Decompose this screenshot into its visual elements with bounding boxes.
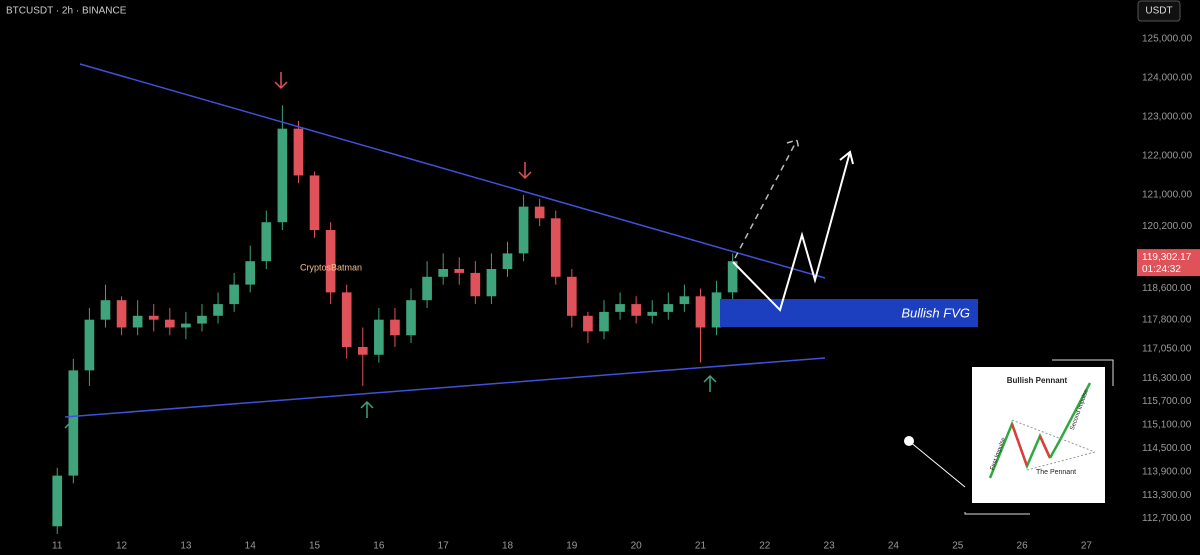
- candle-body: [679, 296, 690, 305]
- candle-body: [438, 269, 449, 277]
- candle-body: [406, 300, 416, 336]
- green-arrows: [64, 374, 717, 438]
- lower-trendline: [64, 357, 826, 418]
- inset-title: Bullish Pennant: [1007, 376, 1068, 385]
- candle-body: [164, 319, 175, 328]
- inset: Bullish Pennant The Pennant First Impuls…: [904, 359, 1114, 515]
- candle-body: [518, 206, 529, 254]
- y-tick-label: 125,000.00: [1142, 34, 1192, 45]
- candle-body: [663, 304, 674, 312]
- y-tick-label: 124,000.00: [1142, 73, 1192, 84]
- fvg-label: Bullish FVG: [901, 305, 970, 320]
- candle-body: [245, 261, 256, 285]
- candle-body: [357, 346, 368, 355]
- candle-body: [293, 128, 304, 176]
- candle-body: [181, 323, 191, 328]
- inset-pennant: The Pennant: [1036, 469, 1076, 476]
- candle-body: [341, 292, 352, 347]
- y-tick-label: 117,800.00: [1142, 314, 1192, 325]
- candle-body: [100, 300, 111, 320]
- x-tick-label: 14: [245, 541, 257, 552]
- y-tick-label: 120,200.00: [1142, 221, 1192, 232]
- candle-body: [550, 218, 561, 277]
- y-tick-label: 122,000.00: [1142, 151, 1192, 162]
- axes: 125,000.00 124,000.00 123,000.00 122,000.00…: [52, 34, 1200, 552]
- y-tick-label: 112,700.00: [1142, 513, 1192, 524]
- candle-body: [567, 276, 577, 316]
- candle-body: [711, 292, 722, 328]
- y-tick-label: 115,700.00: [1142, 396, 1192, 407]
- candle-body: [277, 128, 288, 223]
- price-tag: [1137, 249, 1200, 277]
- y-tick-label: 121,000.00: [1142, 190, 1192, 201]
- currency: USDT: [1145, 6, 1172, 17]
- symbol: BTCUSDT · 2h · BINANCE: [6, 6, 127, 17]
- plot-area: [52, 105, 738, 535]
- candle-body: [534, 206, 545, 219]
- x-tick-label: 25: [952, 541, 964, 552]
- candle-body: [197, 315, 207, 324]
- candle-body: [454, 269, 465, 273]
- x-tick-label: 15: [309, 541, 321, 552]
- x-tick-label: 22: [759, 541, 771, 552]
- y-tick-label: 123,000.00: [1142, 112, 1192, 123]
- candle-body: [615, 304, 625, 312]
- candle-body: [84, 319, 95, 371]
- x-tick-label: 13: [180, 541, 192, 552]
- y-tick-label: 114,500.00: [1142, 443, 1192, 454]
- y-tick-label: 117,050.00: [1142, 344, 1192, 355]
- candle-body: [68, 370, 79, 476]
- candle-body: [647, 311, 658, 316]
- candle-body: [148, 315, 159, 320]
- currency-button[interactable]: [1137, 0, 1181, 22]
- y-tick-label: 115,100.00: [1142, 420, 1192, 431]
- candle-body: [599, 311, 609, 332]
- candle-body: [695, 296, 706, 328]
- x-tick-label: 27: [1081, 541, 1093, 552]
- x-tick-label: 20: [631, 541, 643, 552]
- projection-arrow: [732, 150, 854, 312]
- candle-body: [325, 230, 336, 293]
- candle-body: [486, 269, 497, 297]
- y-tick-label: 113,300.00: [1142, 490, 1192, 501]
- candle-body: [502, 253, 513, 269]
- current-price: 119,302.17: [1142, 252, 1192, 263]
- x-tick-label: 17: [438, 541, 450, 552]
- fvg-zone: [720, 299, 978, 327]
- upper-trendline: [79, 63, 826, 279]
- watermark: CryptosBatman: [300, 262, 362, 272]
- candle-body: [52, 475, 63, 527]
- candle-body: [470, 272, 481, 297]
- y-tick-label: 116,300.00: [1142, 373, 1192, 384]
- candle-body: [583, 315, 593, 332]
- candle-body: [229, 284, 239, 305]
- x-tick-label: 26: [1017, 541, 1029, 552]
- y-tick-label: 118,600.00: [1142, 283, 1192, 294]
- x-tick-label: 24: [888, 541, 900, 552]
- x-tick-label: 11: [52, 541, 63, 552]
- projection-dashed: [734, 139, 800, 259]
- candle-body: [727, 261, 738, 293]
- candle-body: [422, 276, 432, 301]
- x-tick-label: 23: [824, 541, 836, 552]
- x-tick-label: 21: [695, 541, 707, 552]
- candle-body: [631, 304, 641, 316]
- x-tick-label: 12: [116, 541, 128, 552]
- x-tick-label: 18: [502, 541, 514, 552]
- candle-body: [213, 304, 223, 316]
- candle-body: [309, 175, 320, 231]
- countdown: 01:24:32: [1142, 264, 1181, 275]
- x-tick-label: 16: [373, 541, 385, 552]
- candle-body: [116, 300, 127, 328]
- candle-body: [261, 222, 272, 262]
- y-tick-label: 113,900.00: [1142, 466, 1192, 477]
- red-arrows: [274, 72, 532, 180]
- candle-body: [390, 319, 400, 336]
- x-tick-label: 19: [566, 541, 578, 552]
- candle-body: [374, 319, 384, 355]
- candle-body: [132, 315, 143, 328]
